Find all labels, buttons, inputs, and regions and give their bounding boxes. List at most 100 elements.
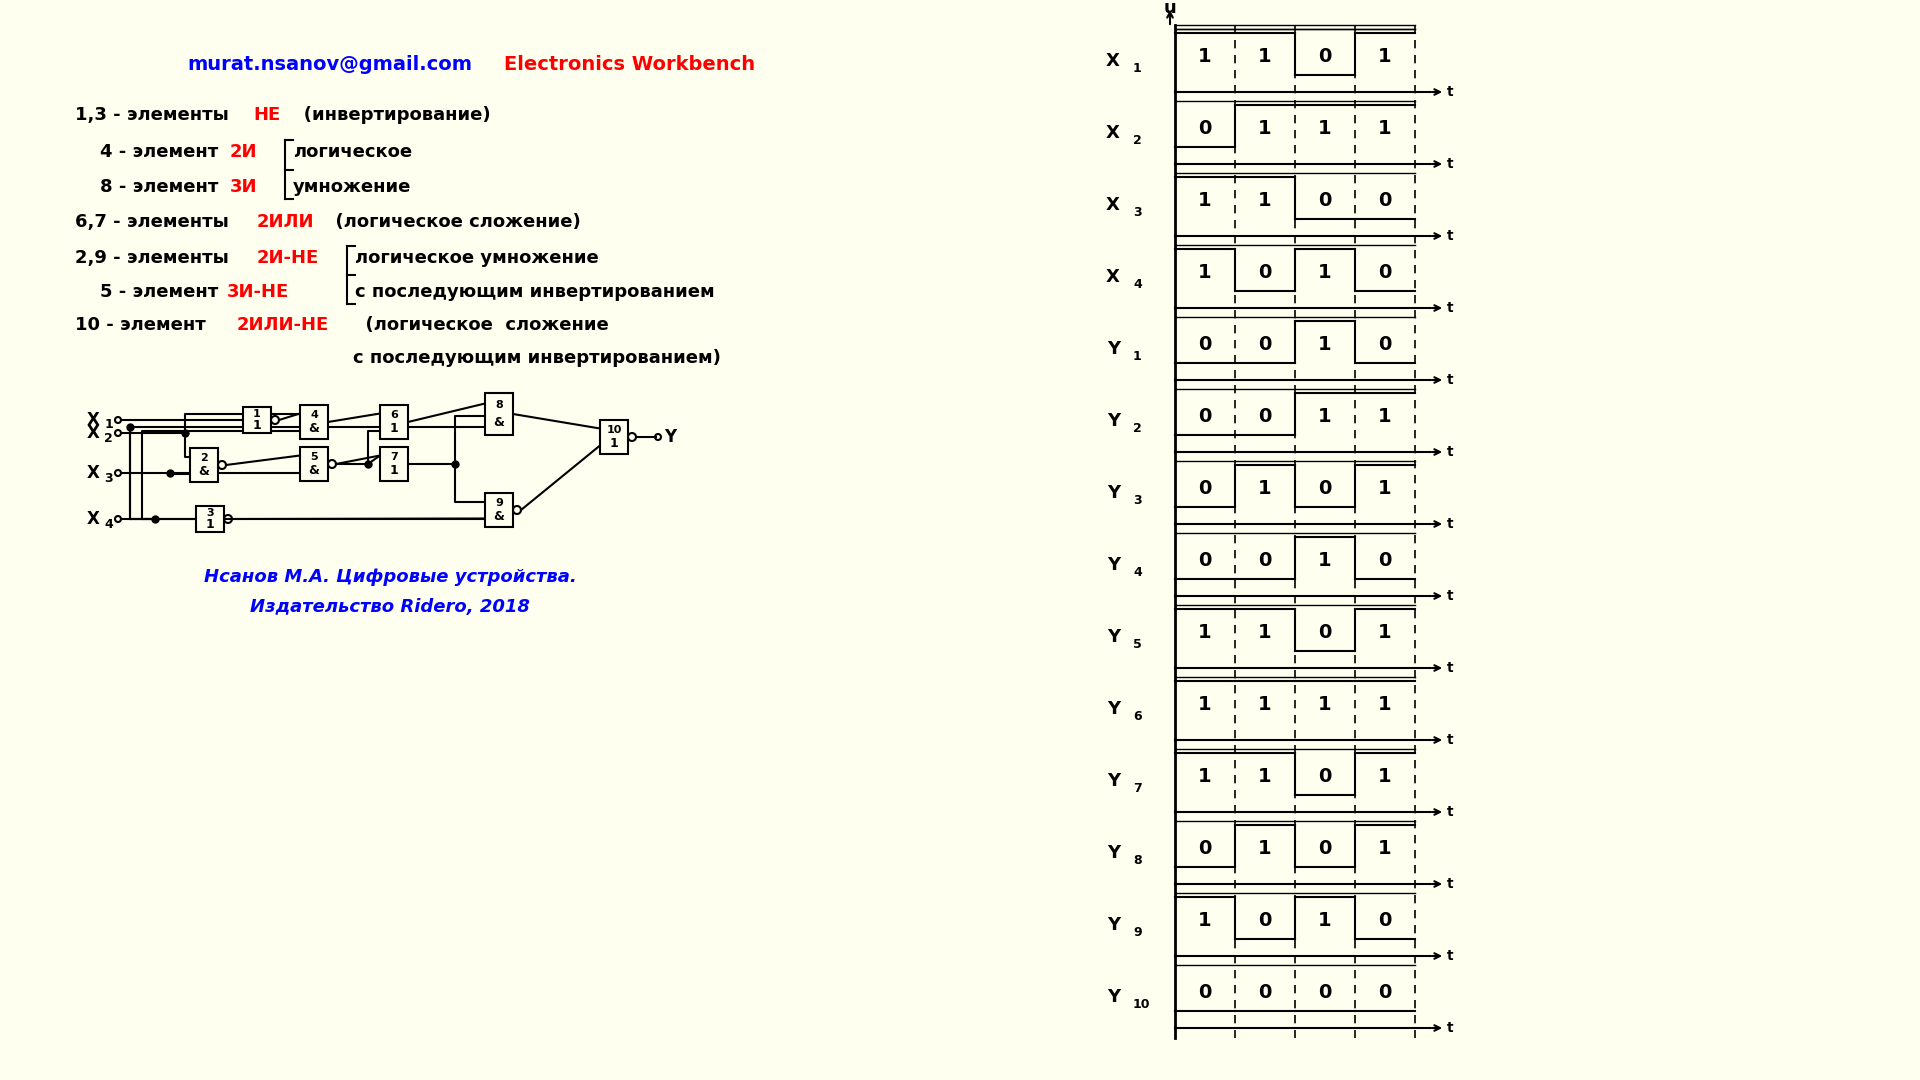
Text: 1: 1 bbox=[1379, 48, 1392, 67]
Text: логическое: логическое bbox=[294, 143, 413, 161]
Text: 3: 3 bbox=[1133, 494, 1142, 507]
Text: 2: 2 bbox=[104, 432, 113, 445]
Text: 1: 1 bbox=[1258, 480, 1271, 499]
Text: 2: 2 bbox=[200, 453, 207, 462]
Text: X: X bbox=[86, 424, 100, 442]
Text: 0: 0 bbox=[1379, 264, 1392, 283]
Text: 1: 1 bbox=[390, 422, 397, 435]
Text: &: & bbox=[198, 465, 209, 478]
Text: 1: 1 bbox=[1198, 696, 1212, 715]
Text: 2: 2 bbox=[1133, 421, 1142, 434]
Text: 1: 1 bbox=[253, 419, 261, 432]
Text: 1: 1 bbox=[104, 418, 113, 432]
Text: t: t bbox=[1448, 805, 1453, 819]
Text: 0: 0 bbox=[1198, 480, 1212, 499]
Text: 0: 0 bbox=[1319, 480, 1332, 499]
Text: t: t bbox=[1448, 373, 1453, 387]
Text: 4 - элемент: 4 - элемент bbox=[100, 143, 225, 161]
Text: t: t bbox=[1448, 949, 1453, 963]
Text: 3: 3 bbox=[104, 472, 113, 485]
Text: Издательство Ridero, 2018: Издательство Ridero, 2018 bbox=[250, 598, 530, 616]
Text: 0: 0 bbox=[1258, 552, 1271, 570]
Text: X: X bbox=[1106, 268, 1119, 286]
Text: НЕ: НЕ bbox=[253, 106, 280, 124]
Text: &: & bbox=[309, 422, 319, 435]
Text: &: & bbox=[493, 510, 505, 524]
Text: 3: 3 bbox=[1133, 205, 1142, 218]
Text: 5 - элемент: 5 - элемент bbox=[100, 283, 225, 301]
Text: 0: 0 bbox=[1258, 264, 1271, 283]
Text: Y: Y bbox=[1106, 916, 1119, 934]
Text: 1: 1 bbox=[253, 409, 261, 419]
Text: 7: 7 bbox=[1133, 782, 1142, 795]
Text: 0: 0 bbox=[1379, 191, 1392, 211]
Text: Y: Y bbox=[664, 428, 676, 446]
Text: 1: 1 bbox=[1258, 191, 1271, 211]
Text: 1: 1 bbox=[1258, 839, 1271, 859]
Text: 1,3 - элементы: 1,3 - элементы bbox=[75, 106, 234, 124]
Text: Y: Y bbox=[1106, 700, 1119, 718]
Text: 0: 0 bbox=[1379, 984, 1392, 1002]
Text: 8 - элемент: 8 - элемент bbox=[100, 178, 225, 195]
Text: (логическое  сложение: (логическое сложение bbox=[353, 316, 609, 334]
Text: логическое умножение: логическое умножение bbox=[355, 249, 599, 267]
Bar bbox=[599, 420, 628, 454]
Text: 2ИЛИ: 2ИЛИ bbox=[257, 213, 315, 231]
Text: t: t bbox=[1448, 1021, 1453, 1035]
Text: 1: 1 bbox=[1198, 623, 1212, 643]
Text: Electronics Workbench: Electronics Workbench bbox=[505, 55, 756, 75]
Bar bbox=[244, 407, 271, 433]
Text: Y: Y bbox=[1106, 484, 1119, 502]
Text: 0: 0 bbox=[1198, 984, 1212, 1002]
Text: X: X bbox=[86, 510, 100, 528]
Text: 8: 8 bbox=[495, 400, 503, 409]
Text: 9: 9 bbox=[1133, 926, 1142, 939]
Text: 1: 1 bbox=[1258, 696, 1271, 715]
Bar bbox=[380, 405, 407, 438]
Text: 2ИЛИ-НЕ: 2ИЛИ-НЕ bbox=[236, 316, 328, 334]
Text: 0: 0 bbox=[1258, 336, 1271, 354]
Text: 0: 0 bbox=[1319, 191, 1332, 211]
Text: Нсанов М.А. Цифровые устройства.: Нсанов М.А. Цифровые устройства. bbox=[204, 568, 576, 586]
Text: 1: 1 bbox=[1379, 839, 1392, 859]
Text: X: X bbox=[1106, 124, 1119, 141]
Text: 1: 1 bbox=[1379, 696, 1392, 715]
Text: с последующим инвертированием): с последующим инвертированием) bbox=[353, 349, 720, 367]
Text: 1: 1 bbox=[1319, 336, 1332, 354]
Text: 0: 0 bbox=[1258, 912, 1271, 931]
Text: 2И-НЕ: 2И-НЕ bbox=[257, 249, 319, 267]
Text: 6,7 - элементы: 6,7 - элементы bbox=[75, 213, 234, 231]
Bar bbox=[190, 448, 219, 482]
Text: 1: 1 bbox=[1379, 407, 1392, 427]
Text: 0: 0 bbox=[1379, 912, 1392, 931]
Text: 1: 1 bbox=[1198, 48, 1212, 67]
Text: 0: 0 bbox=[1198, 120, 1212, 138]
Text: 0: 0 bbox=[1258, 984, 1271, 1002]
Text: 1: 1 bbox=[1133, 350, 1142, 363]
Text: с последующим инвертированием: с последующим инвертированием bbox=[355, 283, 714, 301]
Text: 1: 1 bbox=[1379, 623, 1392, 643]
Text: t: t bbox=[1448, 85, 1453, 99]
Text: 1: 1 bbox=[205, 517, 215, 530]
Text: 9: 9 bbox=[495, 498, 503, 508]
Text: Y: Y bbox=[1106, 556, 1119, 573]
Bar bbox=[486, 492, 513, 527]
Text: 3: 3 bbox=[205, 509, 213, 518]
Text: 8: 8 bbox=[1133, 853, 1142, 866]
Text: (инвертирование): (инвертирование) bbox=[284, 106, 492, 124]
Text: 1: 1 bbox=[1319, 696, 1332, 715]
Text: 3И-НЕ: 3И-НЕ bbox=[227, 283, 290, 301]
Text: 1: 1 bbox=[1319, 912, 1332, 931]
Text: Y: Y bbox=[1106, 340, 1119, 357]
Text: 0: 0 bbox=[1319, 48, 1332, 67]
Text: 0: 0 bbox=[1319, 623, 1332, 643]
Text: X: X bbox=[1106, 52, 1119, 70]
Text: X: X bbox=[86, 464, 100, 482]
Text: t: t bbox=[1448, 445, 1453, 459]
Text: 4: 4 bbox=[104, 517, 113, 530]
Text: t: t bbox=[1448, 157, 1453, 171]
Text: 1: 1 bbox=[1133, 62, 1142, 75]
Text: 1: 1 bbox=[1319, 407, 1332, 427]
Text: 1: 1 bbox=[611, 437, 618, 450]
Text: t: t bbox=[1448, 661, 1453, 675]
